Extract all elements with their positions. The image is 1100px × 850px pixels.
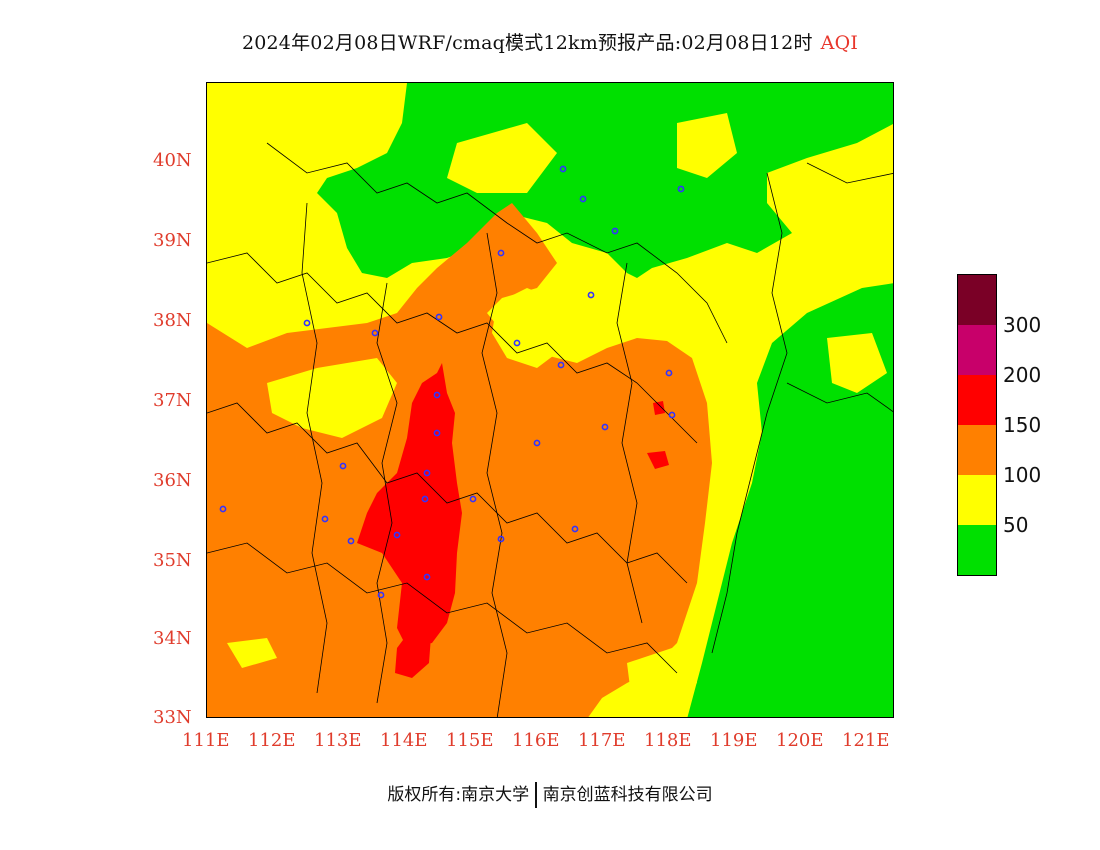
aqi-map[interactable] — [206, 82, 894, 718]
lat-tick-38n: 38N — [153, 310, 192, 331]
lon-tick-118e: 118E — [644, 730, 692, 751]
legend-swatch-200-300 — [958, 325, 996, 375]
boundary-lines — [207, 142, 893, 717]
aqi-zone-unhealthy-spot-1 — [647, 451, 669, 469]
legend-swatch-0-50 — [958, 525, 996, 575]
aqi-zone-yellow-pocket-southeast — [627, 643, 697, 708]
lon-tick-116e: 116E — [512, 730, 560, 751]
lat-tick-35n: 35N — [153, 550, 192, 571]
city-markers — [219, 165, 685, 599]
legend-label-100: 100 — [1003, 463, 1042, 487]
aqi-zone-unhealthy-sensitive — [207, 203, 712, 717]
copyright-footer: 版权所有:南京大学 南京创蓝科技有限公司 — [0, 780, 1100, 808]
aqi-zone-yellow-pocket-center — [492, 288, 567, 368]
lon-tick-111e: 111E — [182, 730, 230, 751]
aqi-zone-unhealthy — [357, 363, 462, 648]
lon-tick-112e: 112E — [248, 730, 296, 751]
copyright-right: 南京创蓝科技有限公司 — [542, 785, 713, 805]
aqi-map-svg — [207, 83, 893, 717]
legend-swatch-50-100 — [958, 475, 996, 525]
footer-separator — [535, 782, 537, 808]
aqi-zone-good-east — [687, 283, 893, 717]
legend-swatch-100-150 — [958, 425, 996, 475]
legend-label-150: 150 — [1003, 413, 1042, 437]
aqi-zone-yellow-pocket-west — [267, 358, 397, 438]
copyright-left: 版权所有:南京大学 — [387, 785, 530, 805]
legend-label-200: 200 — [1003, 363, 1042, 387]
lat-tick-33n: 33N — [153, 707, 192, 728]
title-product: AQI — [820, 32, 859, 54]
legend-swatch-300-plus — [958, 275, 996, 325]
lon-tick-117e: 117E — [578, 730, 626, 751]
aqi-zone-yellow-pocket-south — [227, 638, 277, 668]
lat-tick-40n: 40N — [153, 150, 192, 171]
lat-tick-36n: 36N — [153, 470, 192, 491]
lon-tick-120e: 120E — [776, 730, 824, 751]
lon-tick-119e: 119E — [710, 730, 758, 751]
legend-swatch-150-200 — [958, 375, 996, 425]
aqi-zone-yellow-east-pocket — [827, 333, 887, 393]
lat-tick-37n: 37N — [153, 390, 192, 411]
aqi-legend — [957, 274, 997, 576]
map-title: 2024年02月08日WRF/cmaq模式12km预报产品:02月08日12时 A… — [0, 28, 1100, 55]
aqi-zone-yellow-north-pocket2 — [447, 123, 557, 193]
legend-label-50: 50 — [1003, 513, 1029, 537]
lon-tick-121e: 121E — [842, 730, 890, 751]
lon-tick-115e: 115E — [446, 730, 494, 751]
legend-label-300: 300 — [1003, 313, 1042, 337]
aqi-zone-unhealthy-spot-2 — [653, 401, 665, 415]
aqi-zone-yellow-north-pocket — [677, 113, 737, 178]
lat-tick-39n: 39N — [153, 230, 192, 251]
title-main: 2024年02月08日WRF/cmaq模式12km预报产品:02月08日12时 — [241, 32, 813, 54]
aqi-zone-unhealthy-south — [395, 623, 432, 678]
lon-tick-114e: 114E — [380, 730, 428, 751]
lon-tick-113e: 113E — [314, 730, 362, 751]
aqi-zone-good-north — [317, 83, 893, 278]
lat-tick-34n: 34N — [153, 628, 192, 649]
